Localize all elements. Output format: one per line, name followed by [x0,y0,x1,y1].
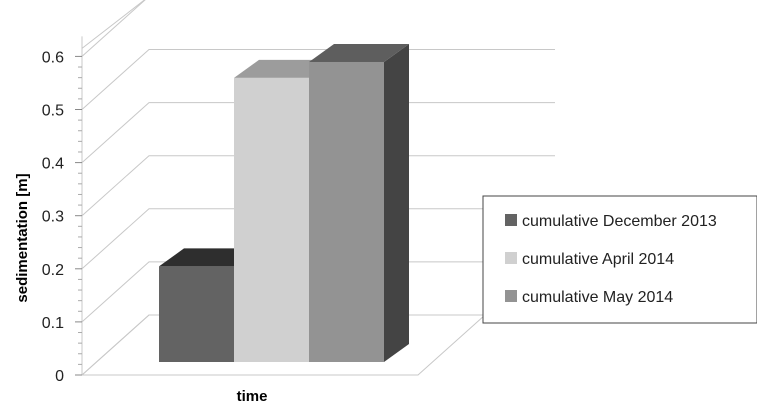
y-tick-label: 0.3 [42,209,64,226]
y-tick-label: 0.5 [42,103,64,120]
bar-front [309,61,384,363]
bar-3 [309,43,409,363]
y-tick-label: 0.6 [42,49,64,66]
legend-swatch [505,290,517,302]
y-tick-label: 0.1 [42,315,64,332]
legend-item: cumulative April 2014 [505,251,674,268]
bar-front [234,77,309,362]
gridline [81,208,555,270]
y-axis: 0 0.1 0.2 0.3 0.4 0.5 0.6 [42,49,82,385]
bar-top [309,43,409,62]
legend-swatch [505,252,517,264]
legend-label: cumulative December 2013 [522,213,717,230]
y-tick-label: 0 [55,368,64,385]
gridline [81,0,146,49]
gridline [81,155,555,217]
legend-frame [482,195,757,324]
legend-item: cumulative December 2013 [505,213,717,230]
y-tick-label: 0.4 [42,156,64,173]
gridline [81,0,146,57]
gridline [81,102,555,163]
gridline [81,49,555,110]
legend-label: cumulative April 2014 [522,251,674,268]
bar-side [384,43,409,363]
y-axis-title: sedimentation [m] [14,173,31,302]
y-tick-label: 0.2 [42,262,64,279]
gridline [81,261,555,323]
bars [159,43,409,363]
legend-swatch [505,214,517,226]
legend: cumulative December 2013 cumulative April… [482,195,757,324]
grid-layer [80,0,555,376]
x-axis-title: time [237,388,268,405]
bar-front [159,266,234,362]
legend-label: cumulative May 2014 [522,289,673,306]
legend-item: cumulative May 2014 [505,289,673,306]
